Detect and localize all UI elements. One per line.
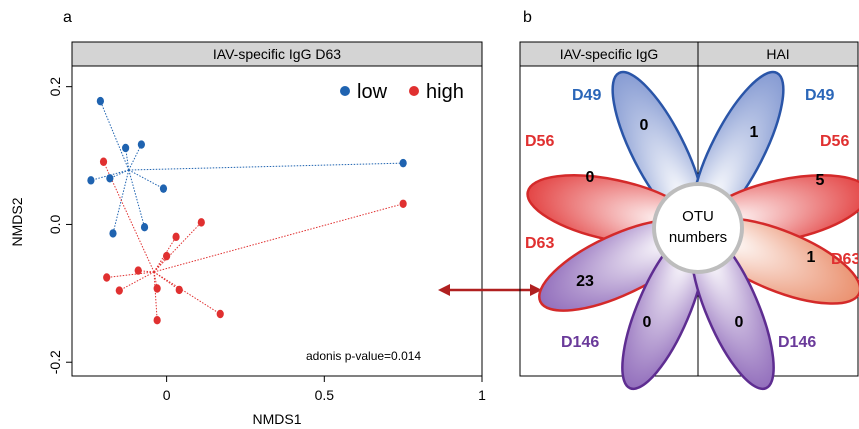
panel-a-letter: a	[63, 9, 72, 26]
center-disc	[652, 182, 744, 274]
plot-frame	[71, 65, 483, 377]
legend-marker-low	[340, 86, 350, 96]
data-point-high	[163, 251, 171, 261]
center-label-line2: numbers	[669, 229, 727, 246]
connector-line-low	[128, 169, 164, 190]
data-point-high	[216, 309, 224, 319]
data-point-high	[197, 218, 205, 227]
connector-line-high	[153, 222, 202, 273]
day-label-hai-d56: D56	[820, 133, 849, 150]
panel-b-letter: b	[523, 9, 532, 26]
connector-line-low	[109, 169, 129, 179]
y-axis-title: NMDS2	[9, 197, 25, 246]
panel-a-strip-title: IAV-specific IgG D63	[213, 46, 341, 62]
y-tick-label: -0.2	[47, 350, 63, 374]
data-point-high	[172, 232, 180, 242]
data-point-low	[399, 158, 407, 168]
data-point-high	[153, 316, 161, 325]
data-point-low	[87, 176, 95, 185]
day-label-hai-d146: D146	[778, 334, 816, 351]
data-point-low	[137, 140, 145, 149]
connector-line-low	[90, 169, 129, 181]
double-arrow-left-head-icon	[438, 284, 450, 296]
axes: 0 0.5 1 -0.2 0.0 0.2	[47, 77, 486, 403]
petal-value-igg-d146: 0	[643, 314, 652, 331]
x-tick-label: 0	[163, 387, 171, 403]
legend-label-high: high	[426, 81, 464, 103]
panel-b-strip-left: IAV-specific IgG	[560, 46, 659, 62]
petal-value-hai-d63: 1	[807, 249, 816, 266]
data-point-high	[153, 284, 161, 293]
center-label-line1: OTU	[682, 208, 714, 225]
connector-line-high	[153, 271, 158, 321]
panel-b-frame	[519, 65, 859, 377]
petal-value-hai-d56: 5	[816, 172, 825, 189]
data-point-low	[106, 174, 114, 183]
scatter-points	[87, 96, 407, 325]
connector-line-high	[153, 255, 168, 273]
connector-line-high	[153, 203, 404, 273]
connector-line-high	[103, 161, 155, 273]
petal-value-igg-d56: 0	[586, 169, 595, 186]
panel-a-strip	[71, 41, 483, 67]
petal-value-igg-d49: 0	[640, 117, 649, 134]
connector-line-high	[106, 271, 155, 278]
connector-line-low	[99, 100, 130, 171]
panel-b-strip-right: HAI	[766, 46, 789, 62]
connector-line-low	[128, 162, 404, 171]
data-point-low	[109, 229, 117, 238]
petal-value-igg-d63: 23	[576, 273, 594, 290]
data-point-high	[399, 199, 407, 208]
petal-value-hai-d49: 1	[750, 124, 759, 141]
legend-label-low: low	[357, 81, 388, 103]
day-label-igg-d49: D49	[572, 87, 601, 104]
day-label-hai-d63: D63	[831, 251, 859, 268]
y-tick-label: 0.0	[47, 215, 63, 235]
connector-line-high	[153, 271, 221, 315]
day-label-igg-d146: D146	[561, 334, 599, 351]
x-tick-label: 1	[478, 387, 486, 403]
x-axis-title: NMDS1	[252, 411, 301, 427]
y-tick-label: 0.2	[47, 77, 63, 97]
data-point-high	[115, 286, 123, 295]
data-point-high	[175, 285, 183, 295]
connector-line-low	[128, 144, 142, 171]
connector-line-low	[128, 169, 146, 228]
x-tick-label: 0.5	[315, 387, 335, 403]
adonis-annotation: adonis p-value=0.014	[306, 349, 421, 363]
data-point-low	[96, 96, 104, 106]
data-point-high	[134, 266, 142, 275]
data-point-low	[159, 184, 168, 193]
connector-line-low	[112, 169, 130, 234]
connector-line-high	[153, 271, 180, 291]
legend-marker-high	[409, 86, 419, 96]
day-label-igg-d63: D63	[525, 235, 554, 252]
data-point-low	[140, 223, 149, 232]
petal-value-hai-d146: 0	[735, 314, 744, 331]
day-label-igg-d56: D56	[525, 133, 554, 150]
double-arrow-right-head-icon	[530, 284, 542, 296]
data-point-high	[103, 273, 111, 282]
data-point-low	[122, 143, 130, 153]
centroid-connector-lines	[90, 100, 404, 321]
connector-line-high	[153, 236, 177, 273]
day-label-hai-d49: D49	[805, 87, 834, 104]
connector-line-high	[119, 271, 155, 292]
data-point-high	[99, 157, 108, 166]
